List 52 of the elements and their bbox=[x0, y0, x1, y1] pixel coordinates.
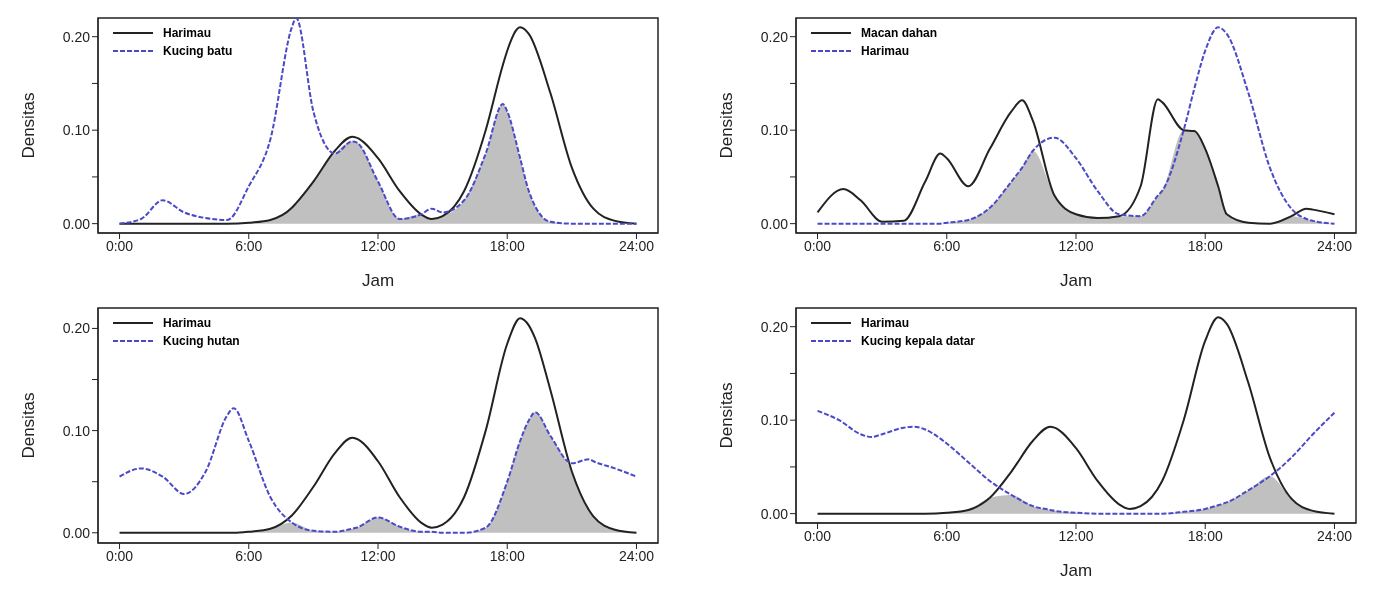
line-series bbox=[816, 409, 1336, 515]
y-axis-title: Densitas bbox=[19, 92, 39, 159]
legend-label: Kucing hutan bbox=[163, 334, 240, 348]
y-tick-label: 0.10 bbox=[62, 122, 91, 139]
legend-label: Macan dahan bbox=[861, 26, 938, 40]
y-axis-title: Densitas bbox=[19, 392, 39, 459]
line-series bbox=[816, 98, 1336, 225]
x-tick-label: 18:00 bbox=[1187, 237, 1223, 254]
x-tick-label: 24:00 bbox=[1316, 237, 1353, 254]
x-tick-label: 18:00 bbox=[489, 237, 525, 254]
legend-label: Harimau bbox=[163, 26, 212, 40]
y-axis-title: Densitas bbox=[717, 92, 737, 159]
x-tick-label: 0:00 bbox=[105, 237, 134, 254]
x-tick-label: 6:00 bbox=[933, 527, 961, 544]
y-tick-label: 0.10 bbox=[760, 122, 789, 139]
x-tick-label: 6:00 bbox=[933, 237, 961, 254]
x-axis-title: Jam bbox=[1059, 271, 1093, 290]
x-tick-label: 24:00 bbox=[618, 237, 655, 254]
x-tick-label: 24:00 bbox=[1316, 527, 1353, 544]
legend-label: Harimau bbox=[163, 316, 212, 330]
y-tick-label: 0.10 bbox=[760, 412, 789, 429]
x-tick-label: 12:00 bbox=[1058, 527, 1094, 544]
x-tick-label: 12:00 bbox=[360, 237, 396, 254]
y-axis-title: Densitas bbox=[717, 382, 737, 449]
x-tick-label: 6:00 bbox=[235, 547, 263, 564]
y-tick-label: 0.00 bbox=[62, 524, 91, 541]
y-tick-label: 0.20 bbox=[760, 28, 789, 45]
x-tick-label: 0:00 bbox=[105, 547, 134, 564]
legend-label: Harimau bbox=[861, 316, 910, 330]
x-tick-label: 12:00 bbox=[360, 547, 396, 564]
x-tick-label: 18:00 bbox=[1187, 527, 1223, 544]
line-series bbox=[816, 316, 1336, 515]
line-series bbox=[816, 26, 1336, 225]
y-tick-label: 0.00 bbox=[760, 505, 789, 522]
y-tick-label: 0.20 bbox=[62, 320, 91, 337]
x-tick-label: 6:00 bbox=[235, 237, 263, 254]
x-tick-label: 12:00 bbox=[1058, 237, 1094, 254]
y-tick-label: 0.00 bbox=[62, 215, 91, 232]
y-tick-label: 0.10 bbox=[62, 422, 91, 439]
x-tick-label: 18:00 bbox=[489, 547, 525, 564]
x-tick-label: 0:00 bbox=[803, 527, 832, 544]
y-tick-label: 0.00 bbox=[760, 215, 789, 232]
x-axis-title: Jam bbox=[361, 271, 395, 290]
y-tick-label: 0.20 bbox=[760, 318, 789, 335]
legend-label: Kucing batu bbox=[163, 44, 233, 58]
line-series bbox=[118, 317, 638, 534]
x-tick-label: 24:00 bbox=[618, 547, 655, 564]
y-tick-label: 0.20 bbox=[62, 28, 91, 45]
legend-label: Kucing kepala datar bbox=[861, 334, 976, 348]
legend-label: Harimau bbox=[861, 44, 910, 58]
x-tick-label: 0:00 bbox=[803, 237, 832, 254]
x-axis-title: Jam bbox=[1059, 561, 1093, 580]
